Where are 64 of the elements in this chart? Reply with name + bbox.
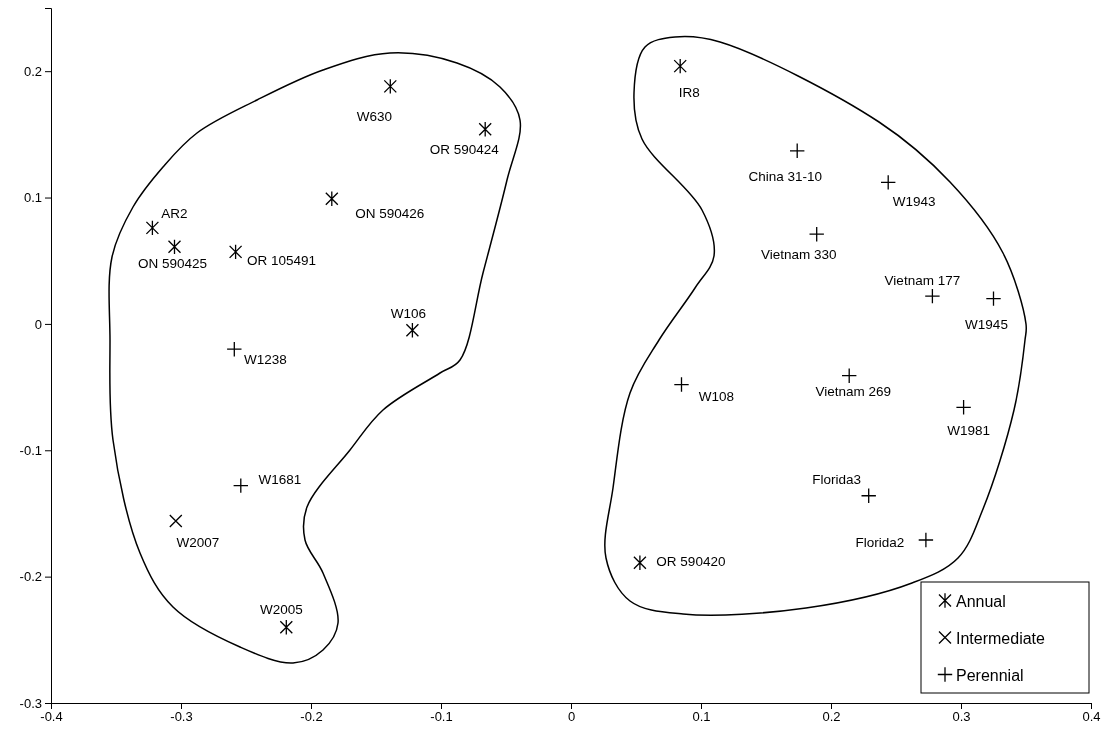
data-label: W1681	[258, 471, 302, 487]
x-tick-label: 0.3	[952, 709, 971, 725]
x-tick-label: 0.4	[1082, 709, 1101, 725]
data-label: W1238	[243, 352, 287, 368]
point	[924, 288, 941, 304]
data-label: OR 590420	[656, 553, 726, 569]
data-label: IR8	[678, 85, 700, 101]
x-tick-label: 0.2	[822, 709, 841, 725]
data-label: W1945	[965, 316, 1008, 332]
data-label: Florida3	[812, 471, 862, 487]
legend-label: Annual	[956, 592, 1006, 610]
x-tick-label: -0.1	[430, 709, 453, 725]
point	[279, 619, 293, 636]
data-label: W2005	[259, 602, 303, 618]
point	[841, 367, 858, 384]
point	[167, 238, 182, 255]
point	[226, 341, 243, 358]
point	[478, 121, 492, 138]
point	[232, 477, 249, 494]
point	[673, 58, 687, 74]
data-label: W106	[390, 306, 427, 322]
x-tick-label: -0.2	[300, 709, 323, 725]
y-tick-label: 0	[34, 316, 42, 332]
data-label: W1981	[947, 423, 990, 439]
y-tick-label: -0.1	[19, 442, 42, 458]
data-label: W1943	[892, 194, 936, 210]
data-label: Vietnam 269	[815, 383, 891, 399]
data-label: W630	[356, 109, 392, 125]
data-label: China 31-10	[748, 168, 822, 184]
y-tick-label: -0.2	[19, 569, 42, 585]
x-tick-label: -0.4	[40, 709, 63, 725]
data-label: Florida2	[855, 534, 905, 550]
data-label: ON 590426	[355, 205, 425, 221]
y-tick-label: 0.1	[23, 190, 42, 206]
data-label: W108	[698, 388, 735, 404]
point	[145, 220, 160, 236]
y-tick-label: -0.3	[19, 695, 42, 711]
point	[808, 226, 825, 243]
point	[383, 78, 397, 95]
point	[169, 514, 183, 528]
data-label: ON 590425	[137, 255, 208, 271]
x-tick-label: 0	[567, 709, 576, 725]
point	[880, 174, 897, 191]
point	[673, 376, 690, 393]
point	[918, 532, 934, 548]
point	[789, 142, 806, 159]
point	[405, 322, 420, 339]
data-label: Vietnam 177	[884, 273, 961, 289]
point	[860, 487, 877, 504]
x-tick-label: -0.3	[170, 709, 193, 725]
point	[325, 190, 339, 207]
data-label: W2007	[176, 535, 220, 551]
data-label: Vietnam 330	[760, 247, 837, 263]
data-label: OR 590424	[429, 142, 500, 158]
point	[955, 399, 972, 416]
data-label: OR 105491	[247, 252, 317, 268]
legend-label: Intermediate	[956, 629, 1046, 647]
data-label: AR2	[161, 205, 188, 221]
point	[985, 290, 1002, 307]
y-tick-label: 0.2	[23, 63, 42, 79]
x-tick-label: 0.1	[692, 709, 711, 725]
point	[228, 244, 243, 260]
point	[633, 554, 647, 571]
legend-label: Perennial	[956, 666, 1024, 684]
